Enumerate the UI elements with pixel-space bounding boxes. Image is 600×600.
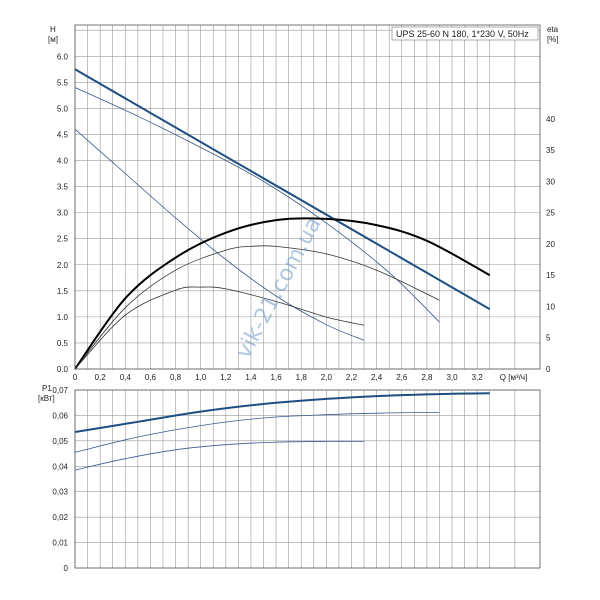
y-tick-label-h: 4.5 xyxy=(57,130,69,139)
x-tick-label: 0,2 xyxy=(95,373,107,382)
x-tick-label: 2,4 xyxy=(371,373,383,382)
y2-tick-label-eta: 15 xyxy=(546,271,555,280)
x-tick-label: 1,0 xyxy=(195,373,207,382)
y2-tick-label-eta: 0 xyxy=(546,365,551,374)
y-tick-label-h: 2.5 xyxy=(57,235,69,244)
x-tick-label: 1,8 xyxy=(296,373,308,382)
bottom-plot-frame xyxy=(74,389,541,569)
y-tick-label-h: 1.0 xyxy=(57,313,69,322)
series-p1-speed3 xyxy=(74,392,490,433)
y-tick-label-h: 0.5 xyxy=(57,339,69,348)
power-panel: P1 [кВт] 0 0,01 0,02 0,03 0,04 0,05 0,06 0,07 xyxy=(38,384,541,573)
y-tick-label-p1: 0,06 xyxy=(52,411,68,420)
y2-tick-label-eta: 30 xyxy=(546,177,555,186)
y-axis-unit-h: [м] xyxy=(48,35,58,44)
y-tick-label-p1: 0,02 xyxy=(52,513,68,522)
y-tick-label-h: 1.5 xyxy=(57,287,69,296)
x-tick-label: 0,4 xyxy=(120,373,132,382)
y-tick-label-h: 2.0 xyxy=(57,261,69,270)
x-tick-label: 2,8 xyxy=(421,373,433,382)
series-eta-speed3 xyxy=(74,217,491,370)
y-tick-label-p1: 0 xyxy=(64,564,69,573)
y2-tick-label-eta: 20 xyxy=(546,240,555,249)
title-box xyxy=(391,26,539,41)
y2-tick-label-eta: 10 xyxy=(546,302,555,311)
y2-tick-label-eta: 25 xyxy=(546,209,555,218)
x-tick-label: 3,0 xyxy=(446,373,458,382)
x-tick-label: 0,6 xyxy=(145,373,157,382)
x-tick-label: 1,4 xyxy=(245,373,257,382)
top-series-group xyxy=(74,68,491,370)
head-efficiency-panel: UPS 25-60 N 180, 1*230 V, 50Hz H [м] eta… xyxy=(48,24,559,382)
series-head-speed1 xyxy=(74,128,365,341)
chart-title: UPS 25-60 N 180, 1*230 V, 50Hz xyxy=(396,29,529,39)
top-y-tick-labels: 0.0 0.5 1.0 1.5 2.0 2.5 3.0 3.5 4.0 4.5 5.0 5.5 6.0 xyxy=(57,52,69,374)
y-tick-label-h: 3.5 xyxy=(57,183,69,192)
y-tick-label-h: 5.5 xyxy=(57,78,69,87)
bottom-series-group xyxy=(74,392,490,471)
top-y2-tick-labels: 0 5 10 15 20 25 30 35 40 xyxy=(546,115,555,374)
top-x-tick-labels: 0 0,2 0,4 0,6 0,8 1,0 1,2 1,4 1,6 1,8 2,0 2,2 2,4 2,6… xyxy=(73,373,527,382)
y-tick-label-p1: 0,03 xyxy=(52,488,68,497)
y2-tick-label-eta: 5 xyxy=(546,334,551,343)
x-axis-label-q: Q [м³/ч] xyxy=(500,373,527,382)
y-tick-label-h: 3.0 xyxy=(57,209,69,218)
series-eta-speed2 xyxy=(74,245,440,370)
y-axis-label-p1: P1 xyxy=(42,384,52,393)
x-tick-label: 2,0 xyxy=(321,373,333,382)
x-tick-label: 3,2 xyxy=(472,373,484,382)
y-tick-label-p1: 0,07 xyxy=(52,386,68,395)
y2-tick-label-eta: 35 xyxy=(546,146,555,155)
y-tick-label-h: 4.0 xyxy=(57,157,69,166)
bottom-grid xyxy=(74,389,540,569)
y-tick-label-p1: 0,05 xyxy=(52,437,68,446)
y2-axis-unit-eta: [%] xyxy=(547,35,559,44)
x-tick-label: 2,2 xyxy=(346,373,358,382)
y-tick-label-p1: 0,04 xyxy=(52,462,68,471)
y-tick-label-h: 0.0 xyxy=(57,365,69,374)
y2-tick-label-eta: 40 xyxy=(546,115,555,124)
y-axis-unit-p1: [кВт] xyxy=(38,394,55,403)
x-tick-label: 0 xyxy=(73,373,78,382)
y-tick-label-p1: 0,01 xyxy=(52,539,68,548)
x-tick-label: 2,6 xyxy=(396,373,408,382)
series-p1-speed1 xyxy=(74,440,365,471)
series-eta-speed1 xyxy=(74,286,365,370)
series-head-speed2 xyxy=(74,87,440,323)
y-tick-label-h: 6.0 xyxy=(57,52,69,61)
x-tick-label: 0,8 xyxy=(170,373,182,382)
watermark-text: vik-21.com.ua xyxy=(231,213,326,363)
y-tick-label-h: 5.0 xyxy=(57,104,69,113)
x-tick-label: 1,6 xyxy=(271,373,283,382)
y-axis-label-h: H xyxy=(50,25,56,34)
top-plot-frame xyxy=(74,24,541,370)
series-p1-speed2 xyxy=(74,412,440,453)
y2-axis-label-eta: eta xyxy=(547,25,559,34)
x-tick-label: 1,2 xyxy=(220,373,232,382)
bottom-y-tick-labels: 0 0,01 0,02 0,03 0,04 0,05 0,06 0,07 xyxy=(52,386,68,573)
series-head-speed3 xyxy=(74,68,491,310)
top-grid xyxy=(74,25,540,370)
